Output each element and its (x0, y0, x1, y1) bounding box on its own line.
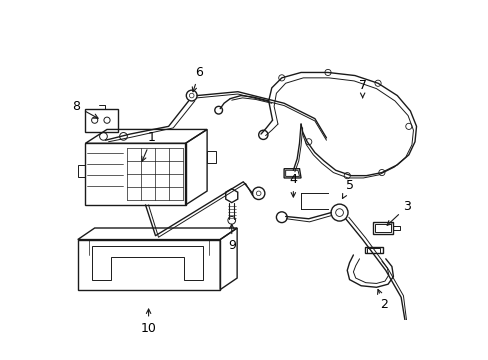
Text: 2: 2 (377, 289, 387, 311)
Text: 9: 9 (227, 224, 235, 252)
Text: 5: 5 (342, 179, 353, 198)
Text: 1: 1 (142, 131, 156, 161)
Text: 10: 10 (141, 309, 156, 334)
Text: 6: 6 (192, 66, 203, 92)
Text: 8: 8 (72, 100, 98, 118)
Text: 4: 4 (289, 173, 297, 197)
Text: 7: 7 (358, 79, 366, 98)
Text: 3: 3 (386, 200, 410, 225)
